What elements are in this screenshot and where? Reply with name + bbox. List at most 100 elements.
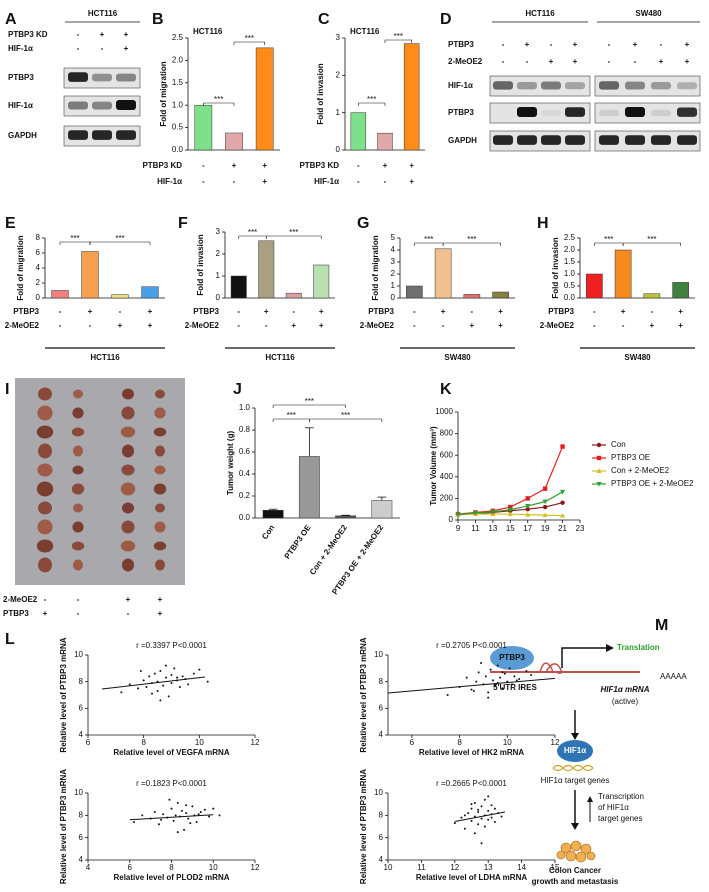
marker — [542, 504, 548, 510]
blot-band — [517, 81, 537, 90]
condition-sign: + — [124, 44, 129, 53]
x-tick-label: 10 — [209, 863, 218, 872]
condition-name: 2-MeOE2 — [540, 321, 575, 330]
point — [170, 674, 173, 676]
panel-letter: I — [5, 381, 9, 398]
point — [176, 831, 179, 834]
x-tick-label: 19 — [541, 524, 550, 533]
point — [137, 687, 140, 690]
blot-band — [493, 135, 513, 145]
legend-label: Con + 2-MeOE2 — [611, 466, 670, 475]
point — [487, 691, 490, 694]
point — [162, 813, 165, 816]
condition-name: HIF-1α — [157, 177, 182, 186]
condition-name: PTBP3 — [13, 307, 39, 316]
bar — [335, 515, 357, 519]
sig-label: *** — [341, 411, 350, 420]
x-tick-label: 11 — [471, 524, 480, 533]
protein-label: PTBP3 — [499, 653, 525, 662]
x-tick-label: 10 — [195, 738, 204, 747]
point — [472, 690, 475, 692]
y-tick-label: 0.8 — [239, 425, 251, 434]
y-tick-label: 3 — [391, 257, 396, 266]
point — [496, 664, 499, 667]
condition-sign: - — [59, 321, 62, 330]
x-tick-label: 6 — [86, 738, 91, 747]
blot-band — [651, 135, 671, 145]
bar — [586, 273, 603, 299]
annotation: r =0.2705 P<0.0001 — [436, 641, 507, 650]
x-tick-label: 9 — [456, 524, 461, 533]
y-tick-label: 6 — [379, 703, 384, 712]
y-tick-label: 1.0 — [239, 403, 251, 412]
blot-band — [541, 81, 561, 90]
legend-label: Con — [611, 440, 626, 449]
point — [515, 679, 518, 682]
point — [164, 676, 167, 679]
x-tick-label: 11 — [417, 863, 426, 872]
tumor — [153, 483, 167, 495]
blot-band — [116, 73, 136, 82]
bar — [255, 47, 274, 151]
sig-label: *** — [245, 34, 254, 43]
y-tick-label: 0.2 — [239, 491, 251, 500]
y-tick-label: 1000 — [435, 407, 453, 416]
bar — [403, 43, 420, 151]
marker — [542, 499, 548, 505]
condition-sign: + — [158, 595, 163, 604]
bar — [51, 290, 69, 299]
point — [525, 670, 528, 672]
point — [460, 816, 463, 819]
condition-sign: + — [678, 321, 683, 330]
condition-sign: - — [77, 595, 80, 604]
y-tick-label: 6 — [36, 248, 41, 257]
condition-sign: + — [158, 609, 163, 618]
point — [185, 812, 188, 815]
condition-sign: - — [127, 609, 130, 618]
sig-label: *** — [394, 32, 403, 41]
point — [470, 688, 473, 691]
marker — [507, 511, 513, 517]
tumor — [72, 465, 84, 475]
y-tick-label: 4 — [391, 245, 396, 254]
y-tick-label: 1.0 — [564, 269, 576, 278]
outcome-label: growth and metastasis — [532, 877, 619, 886]
blot-strip — [594, 75, 701, 97]
ptbp3-protein — [490, 646, 534, 670]
y-tick-label: 0 — [336, 145, 341, 154]
y-tick-label: 10 — [74, 788, 83, 797]
blot-band — [625, 107, 645, 117]
point — [493, 821, 496, 824]
marker — [596, 482, 602, 487]
y-tick-label: 0.4 — [239, 469, 251, 478]
polya-label: AAAAA — [660, 672, 687, 681]
sig-label: *** — [467, 235, 476, 244]
bar — [262, 510, 284, 519]
bar — [371, 500, 393, 519]
bar — [463, 294, 481, 299]
point — [501, 687, 504, 690]
sig-label: *** — [424, 235, 433, 244]
y-tick-label: 4 — [379, 730, 384, 739]
fit-line — [101, 676, 205, 690]
condition-sign: - — [77, 44, 80, 53]
point — [480, 817, 483, 820]
arrow-head — [606, 644, 614, 652]
tumor — [154, 407, 166, 419]
point — [473, 815, 476, 818]
point — [463, 814, 466, 817]
y-tick-label: 1.5 — [564, 257, 576, 266]
condition-name: PTBP3 — [193, 307, 219, 316]
y-axis-label: Fold of invasion — [551, 237, 560, 298]
bar — [230, 275, 247, 299]
point — [159, 670, 162, 672]
y-tick-label: 1.5 — [172, 78, 184, 87]
point — [499, 676, 502, 679]
y-tick-label: 200 — [440, 494, 454, 503]
blot-band — [68, 72, 88, 82]
condition-sign: - — [292, 307, 295, 316]
point — [185, 804, 188, 807]
condition-sign: - — [357, 177, 360, 186]
condition-sign: - — [101, 44, 104, 53]
row-label: PTBP3 — [8, 73, 34, 82]
